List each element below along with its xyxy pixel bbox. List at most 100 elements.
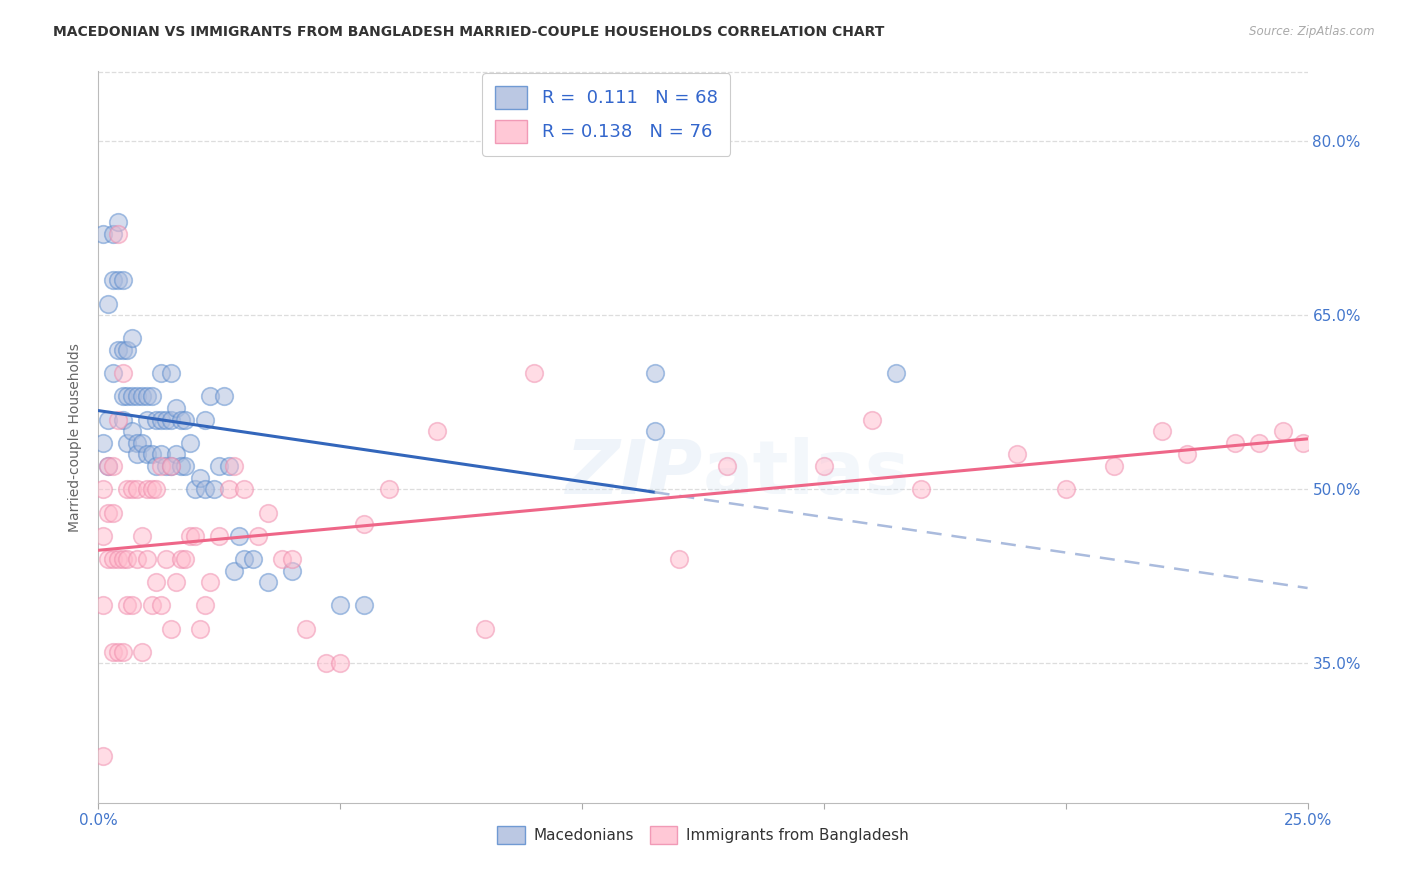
Point <box>131 529 153 543</box>
Point <box>107 343 129 357</box>
Point <box>111 389 134 403</box>
Point <box>222 459 245 474</box>
Point <box>188 622 211 636</box>
Point <box>174 552 197 566</box>
Point <box>121 389 143 403</box>
Point <box>135 552 157 566</box>
Point <box>222 564 245 578</box>
Point <box>101 552 124 566</box>
Point <box>1175 448 1198 462</box>
Point <box>121 331 143 345</box>
Point <box>97 459 120 474</box>
Point <box>169 412 191 426</box>
Point <box>127 552 149 566</box>
Point <box>97 412 120 426</box>
Point <box>101 227 124 241</box>
Point <box>194 412 217 426</box>
Point <box>150 599 173 613</box>
Point <box>117 552 139 566</box>
Point <box>97 459 120 474</box>
Point <box>165 575 187 590</box>
Point <box>208 529 231 543</box>
Point <box>111 366 134 380</box>
Point <box>141 599 163 613</box>
Point <box>474 622 496 636</box>
Point <box>117 389 139 403</box>
Point <box>184 483 207 497</box>
Point <box>169 552 191 566</box>
Point <box>107 215 129 229</box>
Point <box>329 657 352 671</box>
Point <box>169 459 191 474</box>
Point <box>121 599 143 613</box>
Point <box>101 645 124 659</box>
Point <box>204 483 226 497</box>
Point <box>194 483 217 497</box>
Point <box>860 412 883 426</box>
Point <box>91 483 114 497</box>
Point <box>329 599 352 613</box>
Point <box>194 599 217 613</box>
Point <box>813 459 835 474</box>
Point <box>111 645 134 659</box>
Point <box>281 552 304 566</box>
Point <box>247 529 270 543</box>
Point <box>135 389 157 403</box>
Point <box>141 389 163 403</box>
Point <box>117 436 139 450</box>
Point <box>155 552 177 566</box>
Point <box>160 459 183 474</box>
Point <box>131 645 153 659</box>
Point <box>1272 424 1295 438</box>
Point <box>131 389 153 403</box>
Point <box>179 436 201 450</box>
Point <box>281 564 304 578</box>
Y-axis label: Married-couple Households: Married-couple Households <box>69 343 83 532</box>
Point <box>117 343 139 357</box>
Point <box>91 436 114 450</box>
Point <box>107 645 129 659</box>
Point <box>353 517 375 532</box>
Point <box>107 412 129 426</box>
Point <box>91 749 114 764</box>
Point <box>127 483 149 497</box>
Point <box>145 412 167 426</box>
Point <box>295 622 318 636</box>
Point <box>1292 436 1315 450</box>
Point <box>644 366 666 380</box>
Point <box>135 448 157 462</box>
Point <box>668 552 690 566</box>
Point <box>232 483 254 497</box>
Point <box>145 459 167 474</box>
Text: Source: ZipAtlas.com: Source: ZipAtlas.com <box>1250 25 1375 38</box>
Point <box>135 483 157 497</box>
Point <box>111 273 134 287</box>
Point <box>111 552 134 566</box>
Point <box>131 436 153 450</box>
Point <box>141 448 163 462</box>
Point <box>91 227 114 241</box>
Text: MACEDONIAN VS IMMIGRANTS FROM BANGLADESH MARRIED-COUPLE HOUSEHOLDS CORRELATION C: MACEDONIAN VS IMMIGRANTS FROM BANGLADESH… <box>53 25 884 39</box>
Point <box>377 483 399 497</box>
Point <box>174 412 197 426</box>
Text: ZIP: ZIP <box>565 437 703 510</box>
Point <box>1223 436 1246 450</box>
Point <box>91 599 114 613</box>
Point <box>242 552 264 566</box>
Point <box>174 459 197 474</box>
Point <box>141 483 163 497</box>
Point <box>1249 436 1271 450</box>
Point <box>1152 424 1174 438</box>
Point <box>910 483 932 497</box>
Point <box>101 273 124 287</box>
Point <box>101 506 124 520</box>
Point <box>121 424 143 438</box>
Point <box>150 448 173 462</box>
Point <box>218 483 240 497</box>
Point <box>271 552 294 566</box>
Point <box>111 412 134 426</box>
Point <box>716 459 738 474</box>
Point <box>256 506 278 520</box>
Point <box>121 483 143 497</box>
Point <box>256 575 278 590</box>
